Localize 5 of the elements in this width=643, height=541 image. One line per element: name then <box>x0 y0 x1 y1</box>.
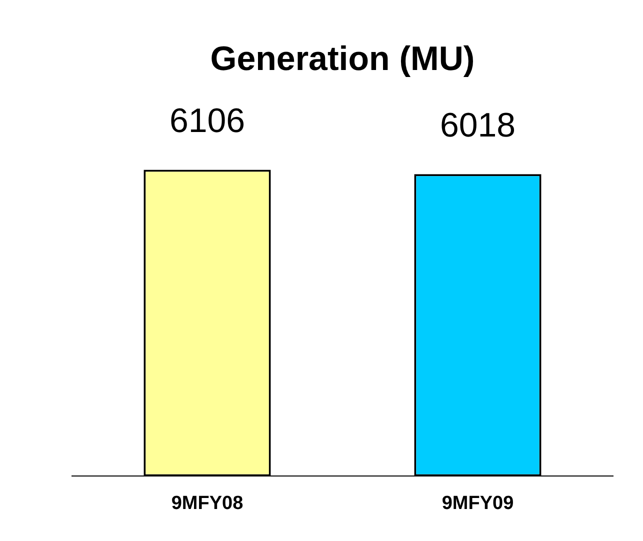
chart-title: Generation (MU) <box>210 40 475 78</box>
x-tick-label: 9MFY09 <box>442 492 514 514</box>
x-tick-label: 9MFY08 <box>171 492 244 514</box>
data-label: 6018 <box>440 106 516 144</box>
data-label: 6106 <box>169 102 246 140</box>
